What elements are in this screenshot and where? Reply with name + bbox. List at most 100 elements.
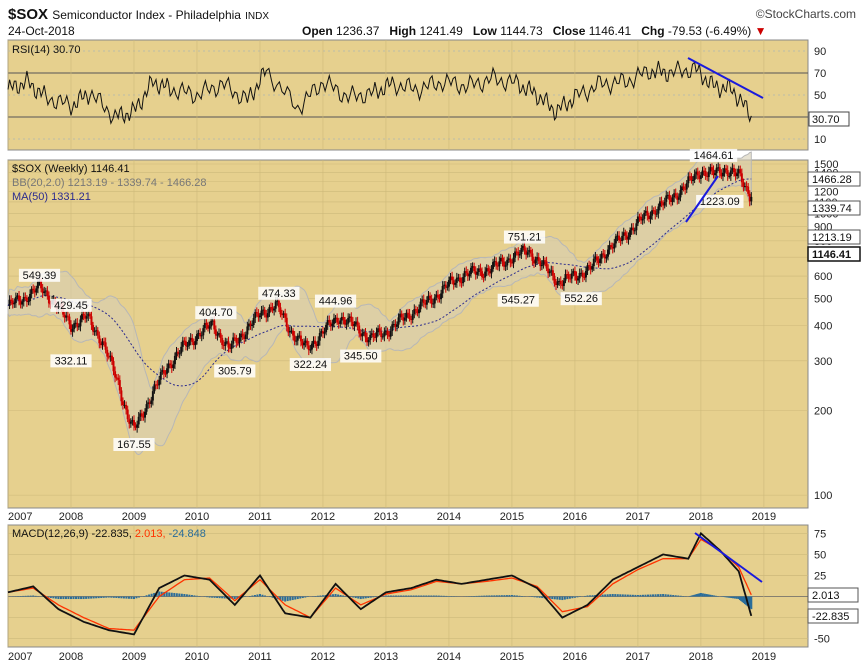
close-value: 1146.41 (588, 24, 632, 38)
price-candle-body (388, 334, 391, 337)
price-candle-body (314, 340, 317, 345)
price-candle-body (337, 322, 340, 324)
price-candle-body (479, 268, 482, 272)
price-candle-body (207, 324, 209, 329)
price-candle-body (131, 420, 134, 422)
price-tick-label: 400 (814, 321, 832, 333)
price-candle-body (687, 176, 690, 184)
price-tick-label: 100 (814, 490, 832, 502)
year-tick-label-bottom: 2012 (311, 651, 335, 663)
price-candle-body (79, 319, 82, 327)
price-candle-body (87, 313, 90, 317)
price-candle-body (184, 341, 187, 347)
price-candle-body (682, 186, 685, 189)
price-candle-body (635, 223, 638, 231)
price-candle-body (695, 171, 698, 175)
price-candle-body (65, 315, 68, 318)
price-candle-body (728, 175, 731, 177)
price-candle-body (125, 404, 128, 410)
price-candle-body (712, 170, 715, 176)
price-badge: 1213.19 (812, 232, 852, 244)
price-candle-body (246, 326, 249, 335)
price-candle-body (408, 313, 411, 319)
price-candle-body (318, 333, 321, 341)
price-candle-body (386, 330, 389, 335)
price-candle-body (594, 256, 597, 259)
year-tick-label: 2015 (500, 511, 524, 523)
price-candle-body (655, 213, 658, 215)
price-candle-body (654, 210, 657, 215)
price-candle-body (40, 280, 43, 289)
price-badge-box (807, 229, 861, 245)
price-candle-body (575, 275, 578, 281)
price-candle-body (633, 230, 636, 232)
price-candle-body (315, 344, 318, 347)
price-candle-body (235, 337, 238, 343)
price-candle-body (296, 335, 299, 341)
year-tick-label-bottom: 2019 (752, 651, 776, 663)
price-candle-body (33, 290, 36, 293)
price-candle-body (307, 345, 310, 351)
price-candle-body (714, 173, 717, 176)
price-candle-body (723, 168, 726, 173)
price-candle-body (616, 235, 619, 237)
price-candle-body (540, 264, 543, 267)
price-candle-body (747, 186, 750, 194)
price-candle-body (257, 313, 260, 318)
price-candle-body (717, 167, 720, 169)
price-candle-body (737, 169, 740, 174)
symbol-title: $SOX Semiconductor Index - Philadelphia … (8, 6, 269, 23)
price-candle-body (561, 284, 564, 286)
price-candle-body (356, 321, 359, 326)
price-candle-body (721, 172, 724, 177)
price-candle-body (383, 331, 386, 337)
year-tick-label: 2013 (374, 511, 398, 523)
price-annotation: 167.55 (117, 439, 151, 451)
price-candle-body (153, 384, 156, 392)
high-label: High (389, 24, 417, 38)
price-annotation-box (503, 230, 546, 244)
price-candle-body (411, 313, 414, 320)
year-tick-label-bottom: 2013 (374, 651, 398, 663)
macd-badge: -22.835 (812, 611, 849, 623)
macd-signal-line (7, 538, 752, 631)
price-candle-body (95, 330, 98, 332)
price-annotation: 545.27 (501, 295, 535, 307)
price-candle-body (679, 190, 682, 198)
price-candle-body (539, 261, 542, 267)
price-candle-body (192, 341, 195, 346)
price-candle-body (353, 324, 356, 327)
price-candle-body (14, 297, 17, 303)
price-candle-body (189, 337, 192, 341)
year-tick-label-bottom: 2008 (59, 651, 83, 663)
ohlc-readout: Open 1236.37 High 1241.49 Low 1144.73 Cl… (302, 24, 767, 38)
price-tick-label: 600 (814, 271, 832, 283)
price-candle-body (44, 290, 47, 292)
price-candle-body (121, 401, 124, 406)
price-candle-body (151, 391, 154, 401)
price-candle-body (457, 277, 460, 279)
price-candle-body (669, 200, 672, 202)
price-candle-body (696, 171, 699, 176)
price-candle-body (750, 196, 753, 202)
price-candle-body (325, 324, 328, 333)
macd-panel (7, 524, 809, 648)
price-annotation-box (560, 292, 602, 306)
price-trendline (685, 175, 719, 223)
price-candle-body (674, 193, 677, 196)
price-candle-body (452, 280, 455, 285)
price-candle-body (495, 261, 498, 266)
year-tick-label: 2016 (563, 511, 587, 523)
price-candle-body (740, 173, 743, 183)
year-tick-label-bottom: 2015 (500, 651, 524, 663)
price-candle-body (88, 313, 91, 317)
price-candle-body (221, 337, 224, 345)
price-candle-body (380, 331, 383, 338)
price-candle-body (247, 323, 250, 327)
price-candle-body (35, 288, 38, 293)
rsi-badge-box (808, 111, 850, 127)
price-candle-body (66, 315, 69, 317)
price-candle-body (692, 179, 695, 181)
price-candle-body (732, 168, 735, 173)
price-candle-body (572, 271, 575, 274)
